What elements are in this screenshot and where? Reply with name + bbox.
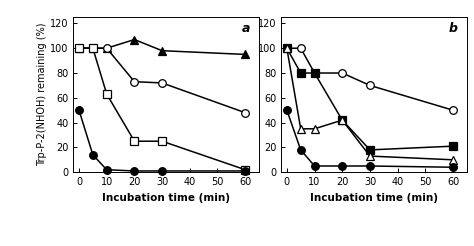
Y-axis label: Trp-P-2(NHOH) remaining (%): Trp-P-2(NHOH) remaining (%) [37, 23, 47, 167]
X-axis label: Incubation time (min): Incubation time (min) [310, 193, 438, 203]
Text: b: b [448, 22, 457, 35]
Text: a: a [241, 22, 250, 35]
X-axis label: Incubation time (min): Incubation time (min) [102, 193, 230, 203]
